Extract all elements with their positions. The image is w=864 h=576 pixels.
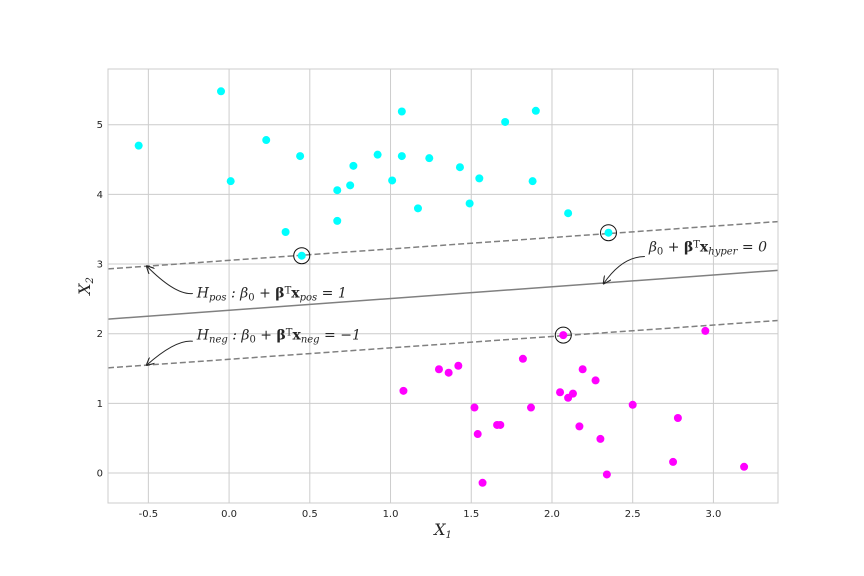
negative-margin-arrow [147,340,193,365]
x-tick-label: 3.0 [705,509,721,520]
y-tick-label: 5 [97,120,103,131]
grid [108,69,778,503]
y-tick-label: 0 [97,469,103,480]
hyperplane-arrow [604,256,645,284]
class-2-point [559,331,568,340]
y-tick-label: 1 [97,399,103,410]
x-tick-label: 2.5 [625,509,641,520]
class-2-point [470,403,479,412]
decision-lines [108,220,778,369]
class-2-point [454,361,463,370]
class-1-point [349,161,358,170]
class-2-point [496,420,505,429]
hyperplane-line [108,269,778,320]
negative-margin-label: Hneg : β0 + βTxneg = −1 [196,327,361,345]
y-tick-label: 3 [97,260,103,271]
class-2-point [444,368,453,377]
class-1-point [528,177,537,186]
x-tick-label: 1.0 [383,509,399,520]
class-1-point [564,209,573,218]
class-2-point [526,403,535,412]
support-vector-ring [293,247,311,265]
x-tick-label: 2.0 [544,509,560,520]
class-1-point [333,216,342,225]
class-2-point [591,376,600,385]
support-vector-ring [554,326,572,344]
class-1-point [413,204,422,213]
plot-frame [107,68,779,504]
class-1-point [388,176,397,185]
class-2-point [673,414,682,423]
y-tick-label: 4 [97,190,103,201]
class-1-point [425,154,434,163]
class-2-point [568,389,577,398]
x-tick-label: -0.5 [139,509,159,520]
plot-background [108,69,778,503]
class-2-point [473,430,482,439]
class-2-point [596,434,605,443]
positive-margin-arrow [147,266,193,295]
hyperplane-label: β0 + βTxhyper = 0 [648,240,767,258]
x-tick-label: 0.5 [302,509,318,520]
class-1-point [296,152,305,161]
class-2-point [628,400,637,409]
class-2-point [669,457,678,466]
class-2-point [701,326,710,335]
class-1-point [333,186,342,195]
class-2-point [740,462,749,471]
class-2-point [399,386,408,395]
class-1-point [465,199,474,208]
tick-labels: -0.5 0.0 0.5 1.0 1.5 2.0 2.5 3.0 0 1 2 3 4 5 [97,120,722,520]
class-1-point [397,152,406,161]
class-1-point [226,177,235,186]
class-2-point [578,365,587,374]
class-1-point [373,150,382,159]
class-2-point [434,365,443,374]
class-2-point [602,470,611,479]
class-1-point [217,87,226,96]
class-2-point [478,478,487,487]
class-1-point [397,107,406,116]
class-2-point [575,422,584,431]
class-1-point [281,228,290,237]
x-tick-label: 0.0 [221,509,237,520]
y-tick-label: 2 [97,329,103,340]
class-1-point [297,251,306,260]
y-axis-title: X2 [75,277,96,297]
class-1-point [346,181,355,190]
class-1-point [501,117,510,126]
class-1-point [455,163,464,172]
class-1-point [604,228,613,237]
x-axis-title: X1 [432,520,452,541]
negative-margin-line [108,319,778,369]
x-tick-label: 1.5 [463,509,479,520]
positive-margin-line [108,220,778,270]
positive-margin-label: Hpos : β0 + βTxpos = 1 [196,285,347,303]
annotations: β0 + βTxhyper = 0 Hpos : β0 + βTxpos = 1 H… [147,240,767,366]
data-points [134,87,749,487]
class-2-point [556,388,565,397]
support-vector-ring [599,224,617,242]
class-1-point [475,174,484,183]
class-1-point [134,141,143,150]
class-1-point [531,106,540,115]
class-1-point [262,136,271,145]
support-vector-rings [293,224,617,344]
class-2-point [518,354,527,363]
